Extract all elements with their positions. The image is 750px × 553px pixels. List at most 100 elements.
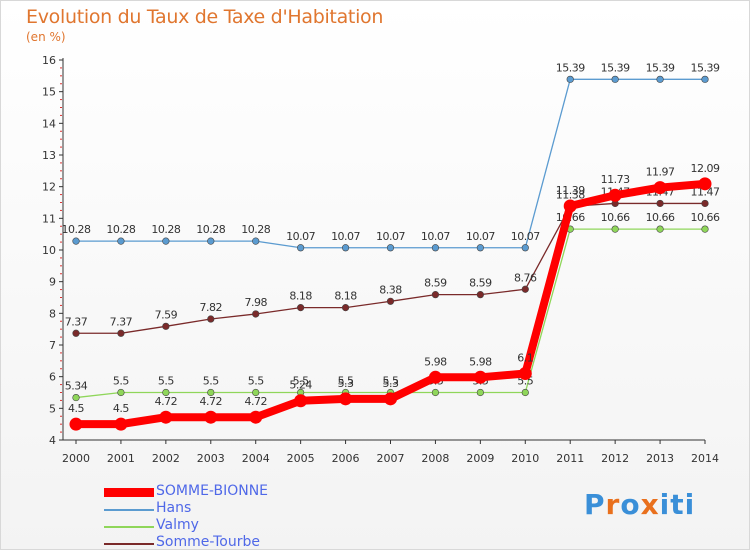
x-tick-label: 2013 <box>646 452 674 465</box>
data-label-hans: 10.07 <box>421 230 450 243</box>
legend-swatch <box>104 509 154 511</box>
data-label-somme-tourbe: 8.59 <box>469 277 492 290</box>
data-label-valmy: 5.5 <box>158 375 174 388</box>
x-tick-label: 2004 <box>242 452 270 465</box>
x-tick-label: 2006 <box>332 452 360 465</box>
data-label-somme-tourbe: 11.38 <box>556 188 585 201</box>
data-point-somme-tourbe <box>701 199 709 208</box>
legend-label: SOMME-BIONNE <box>156 483 269 499</box>
data-label-somme-bionne: 11.73 <box>601 173 630 186</box>
data-point-valmy <box>521 388 529 397</box>
data-label-hans: 10.07 <box>466 230 495 243</box>
legend-item: SOMME-BIONNE <box>104 483 364 502</box>
x-tick-label: 2010 <box>511 452 539 465</box>
data-point-valmy <box>252 388 260 397</box>
x-tick-label: 2011 <box>556 452 584 465</box>
data-label-valmy: 5.34 <box>65 380 88 393</box>
data-label-somme-tourbe: 7.82 <box>200 301 223 314</box>
data-point-hans <box>476 244 484 252</box>
logo-letter: r <box>605 488 621 521</box>
data-point-hans <box>72 237 80 245</box>
data-point-somme-bionne <box>114 417 128 431</box>
data-label-hans: 10.07 <box>286 230 315 243</box>
data-label-hans: 10.07 <box>511 230 540 243</box>
data-label-hans: 15.39 <box>601 61 630 74</box>
data-point-somme-bionne <box>159 410 173 424</box>
x-tick-label: 2001 <box>107 452 135 465</box>
data-point-somme-bionne <box>294 394 308 408</box>
data-point-somme-tourbe <box>252 310 260 318</box>
data-point-somme-bionne <box>249 410 263 424</box>
legend-swatch <box>104 543 154 545</box>
x-tick-label: 2012 <box>601 452 629 465</box>
data-label-somme-tourbe: 7.37 <box>110 315 133 328</box>
data-label-somme-tourbe: 7.59 <box>155 308 178 321</box>
data-point-hans <box>521 244 529 252</box>
data-point-somme-tourbe <box>72 329 80 337</box>
data-label-somme-bionne: 12.09 <box>691 162 720 175</box>
data-point-somme-tourbe <box>431 291 440 299</box>
x-tick-label: 2003 <box>197 452 225 465</box>
x-tick-label: 2014 <box>691 452 719 465</box>
data-point-valmy <box>431 388 440 397</box>
data-point-hans <box>207 237 215 245</box>
data-point-somme-bionne <box>339 392 353 406</box>
data-point-somme-bionne <box>698 177 712 191</box>
y-tick-label: 16 <box>42 54 56 67</box>
data-point-somme-tourbe <box>386 297 395 305</box>
x-tick-label: 2009 <box>466 452 494 465</box>
data-point-somme-tourbe <box>117 329 125 337</box>
data-label-hans: 15.39 <box>556 61 585 74</box>
data-label-hans: 10.28 <box>106 223 135 236</box>
data-point-somme-tourbe <box>207 315 215 323</box>
y-tick-label: 13 <box>42 149 56 162</box>
chart-subtitle: (en %) <box>26 30 66 44</box>
data-label-somme-tourbe: 7.37 <box>65 315 88 328</box>
x-tick-label: 2008 <box>421 452 449 465</box>
data-label-valmy: 5.5 <box>203 375 219 388</box>
data-point-valmy <box>611 225 619 233</box>
data-point-somme-bionne <box>473 370 487 384</box>
data-label-valmy: 5.5 <box>113 375 129 388</box>
data-label-valmy: 10.66 <box>691 211 720 224</box>
data-point-somme-bionne <box>204 410 218 424</box>
y-tick-label: 12 <box>42 181 56 194</box>
data-point-valmy <box>701 225 709 233</box>
data-label-somme-bionne: 4.72 <box>155 395 178 408</box>
data-label-hans: 10.28 <box>241 223 270 236</box>
data-label-somme-bionne: 4.72 <box>244 395 267 408</box>
data-label-somme-bionne: 6.1 <box>517 352 533 365</box>
x-tick-label: 2007 <box>377 452 405 465</box>
legend-swatch <box>104 488 154 497</box>
data-label-somme-bionne: 11.39 <box>556 184 585 197</box>
data-point-hans <box>162 237 170 245</box>
data-label-somme-tourbe: 8.59 <box>424 277 447 290</box>
data-label-somme-tourbe: 8.76 <box>514 271 537 284</box>
data-point-hans <box>566 75 574 83</box>
data-point-valmy <box>72 393 80 402</box>
data-point-somme-bionne <box>518 367 532 380</box>
data-label-hans: 10.28 <box>196 223 225 236</box>
data-label-somme-bionne: 4.72 <box>200 395 223 408</box>
data-point-hans <box>252 237 260 245</box>
data-label-valmy: 10.66 <box>601 211 630 224</box>
data-point-somme-bionne <box>384 392 397 406</box>
data-label-valmy: 5.5 <box>293 375 309 388</box>
logo-letter: i <box>659 488 671 521</box>
proxiti-logo: Proxiti <box>584 488 695 521</box>
chart-legend: SOMME-BIONNE Hans Valmy Somme-Tourbe <box>104 483 364 553</box>
data-point-somme-tourbe <box>521 285 529 293</box>
x-tick-label: 2000 <box>62 452 90 465</box>
legend-label: Valmy <box>156 517 199 533</box>
y-tick-label: 14 <box>42 117 56 130</box>
data-point-valmy <box>656 225 664 233</box>
data-point-valmy <box>207 388 215 397</box>
data-point-hans <box>297 244 305 252</box>
data-label-somme-bionne: 4.5 <box>113 402 129 415</box>
y-tick-label: 9 <box>49 276 56 289</box>
data-label-valmy: 10.66 <box>646 211 675 224</box>
data-label-hans: 10.28 <box>151 223 180 236</box>
legend-label: Somme-Tourbe <box>156 534 260 550</box>
data-point-somme-bionne <box>69 417 83 431</box>
